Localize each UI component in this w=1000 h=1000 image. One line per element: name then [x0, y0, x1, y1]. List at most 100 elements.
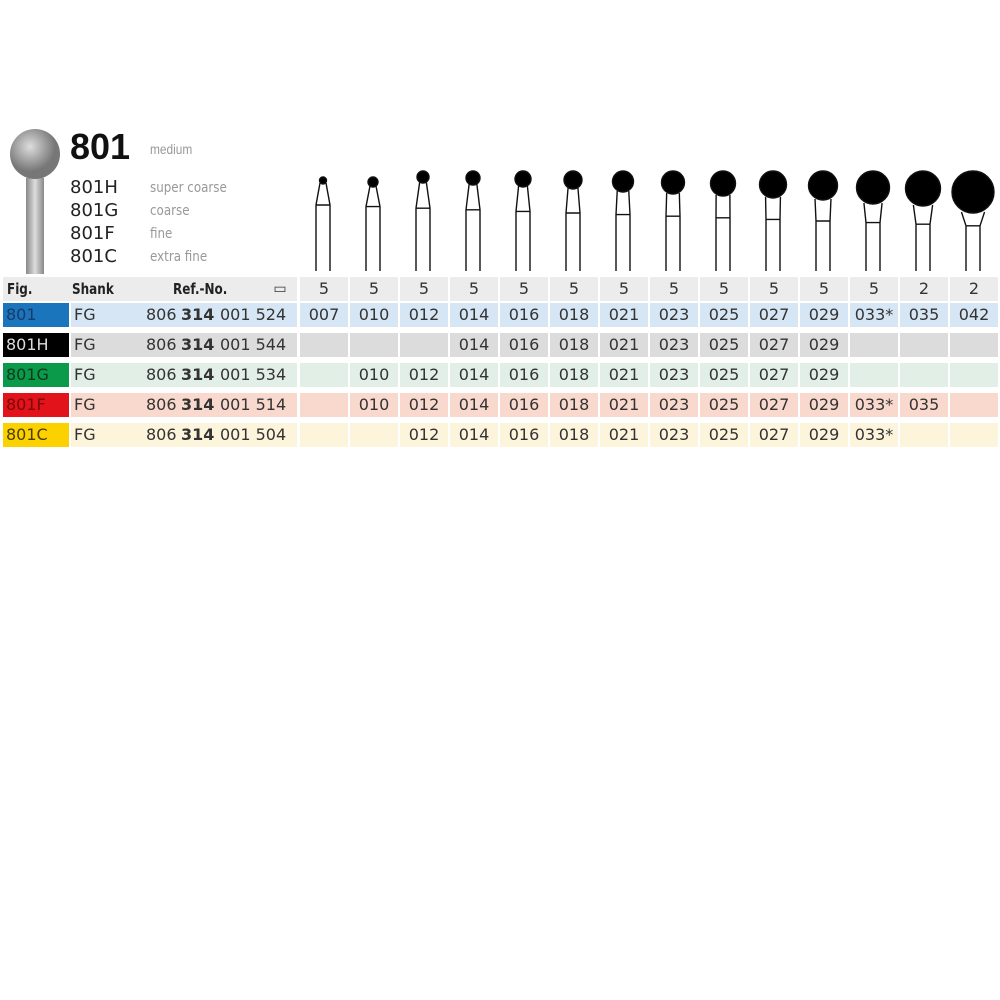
- bur-drawing: [855, 170, 891, 271]
- package-icon: ▭: [273, 281, 287, 297]
- pack-quantity: 5: [800, 277, 848, 301]
- bur-drawing: [465, 170, 481, 271]
- size-cell[interactable]: 016: [500, 363, 548, 387]
- size-cell[interactable]: 033*: [850, 393, 898, 417]
- size-cell[interactable]: 027: [750, 333, 798, 357]
- size-cell[interactable]: 014: [450, 393, 498, 417]
- pack-quantity: 5: [600, 277, 648, 301]
- size-cell[interactable]: 014: [450, 303, 498, 327]
- shank: FG: [74, 335, 96, 354]
- bur-photo: [10, 129, 60, 274]
- variant-grade: fine: [150, 226, 173, 242]
- bur-drawing: [611, 170, 635, 271]
- size-cell[interactable]: 018: [550, 393, 598, 417]
- size-cell[interactable]: 014: [450, 333, 498, 357]
- size-cell[interactable]: 029: [800, 303, 848, 327]
- size-cell[interactable]: 018: [550, 423, 598, 447]
- size-cell[interactable]: 025: [700, 393, 748, 417]
- size-cell[interactable]: 014: [450, 423, 498, 447]
- row-bg: [71, 303, 297, 327]
- bur-drawing: [514, 170, 532, 271]
- size-cell[interactable]: 027: [750, 363, 798, 387]
- size-cell: [850, 363, 898, 387]
- size-cell[interactable]: 025: [700, 303, 748, 327]
- size-cell[interactable]: 042: [950, 303, 998, 327]
- ref-part-c: 001 504: [220, 425, 287, 444]
- size-cell[interactable]: 016: [500, 333, 548, 357]
- size-cell[interactable]: 018: [550, 333, 598, 357]
- size-cell[interactable]: 023: [650, 333, 698, 357]
- size-cell[interactable]: 016: [500, 393, 548, 417]
- size-cell[interactable]: 035: [900, 393, 948, 417]
- row-bg: [71, 423, 297, 447]
- size-cell[interactable]: 025: [700, 423, 748, 447]
- size-cell[interactable]: 021: [600, 393, 648, 417]
- product-grade: medium: [150, 141, 193, 157]
- size-cell[interactable]: 033*: [850, 303, 898, 327]
- size-cell[interactable]: 023: [650, 303, 698, 327]
- size-cell[interactable]: 021: [600, 333, 648, 357]
- size-cell[interactable]: 029: [800, 393, 848, 417]
- ref-part-a: 806: [146, 365, 177, 384]
- size-cell[interactable]: 010: [350, 303, 398, 327]
- size-cell: [300, 363, 348, 387]
- size-cell[interactable]: 027: [750, 393, 798, 417]
- size-cell[interactable]: 025: [700, 333, 748, 357]
- size-cell[interactable]: 012: [400, 393, 448, 417]
- size-cell[interactable]: 012: [400, 423, 448, 447]
- header-ref: Ref.-No.: [173, 280, 228, 298]
- bur-size-drawings: [315, 170, 995, 271]
- size-cell: [950, 393, 998, 417]
- variant-grade: coarse: [150, 203, 190, 219]
- size-cell[interactable]: 012: [400, 303, 448, 327]
- size-cell[interactable]: 023: [650, 363, 698, 387]
- size-cell[interactable]: 029: [800, 423, 848, 447]
- ref-part-a: 806: [146, 335, 177, 354]
- fig-badge: 801G: [3, 363, 69, 387]
- size-cell[interactable]: 018: [550, 363, 598, 387]
- variant-code: 801F: [70, 223, 115, 244]
- size-cell[interactable]: 016: [500, 303, 548, 327]
- size-cell[interactable]: 012: [400, 363, 448, 387]
- variant-code: 801H: [70, 177, 118, 198]
- size-cell[interactable]: 016: [500, 423, 548, 447]
- row-bg: [71, 393, 297, 417]
- size-cell[interactable]: 027: [750, 303, 798, 327]
- ref-part-c: 001 534: [220, 365, 287, 384]
- size-cell[interactable]: 021: [600, 363, 648, 387]
- size-cell[interactable]: 014: [450, 363, 498, 387]
- fig-badge: 801H: [3, 333, 69, 357]
- size-cell[interactable]: 033*: [850, 423, 898, 447]
- ref-part-c: 001 524: [220, 305, 287, 324]
- bur-drawing: [758, 170, 788, 271]
- size-cell[interactable]: 029: [800, 363, 848, 387]
- variant-grade: super coarse: [150, 180, 227, 196]
- ref-part-c: 001 514: [220, 395, 287, 414]
- size-cell[interactable]: 029: [800, 333, 848, 357]
- size-cell[interactable]: 027: [750, 423, 798, 447]
- ref-part-a: 806: [146, 395, 177, 414]
- size-cell[interactable]: 025: [700, 363, 748, 387]
- ref-part-b: 314: [181, 335, 215, 354]
- ref-part-b: 314: [181, 395, 215, 414]
- size-cell[interactable]: 010: [350, 393, 398, 417]
- bur-drawing: [951, 170, 995, 271]
- size-cell: [400, 333, 448, 357]
- variant-grade: extra fine: [150, 249, 208, 265]
- size-cell[interactable]: 018: [550, 303, 598, 327]
- size-cell[interactable]: 010: [350, 363, 398, 387]
- size-cell: [850, 333, 898, 357]
- fig-badge: 801C: [3, 423, 69, 447]
- pack-quantity: 5: [450, 277, 498, 301]
- size-cell[interactable]: 035: [900, 303, 948, 327]
- bur-drawing: [660, 170, 686, 271]
- product-title: 801: [70, 126, 131, 167]
- size-cell[interactable]: 021: [600, 423, 648, 447]
- size-cell[interactable]: 021: [600, 303, 648, 327]
- size-cell: [350, 423, 398, 447]
- size-cell[interactable]: 023: [650, 393, 698, 417]
- fig-badge: 801F: [3, 393, 69, 417]
- pack-quantity: 5: [650, 277, 698, 301]
- size-cell[interactable]: 023: [650, 423, 698, 447]
- size-cell[interactable]: 007: [300, 303, 348, 327]
